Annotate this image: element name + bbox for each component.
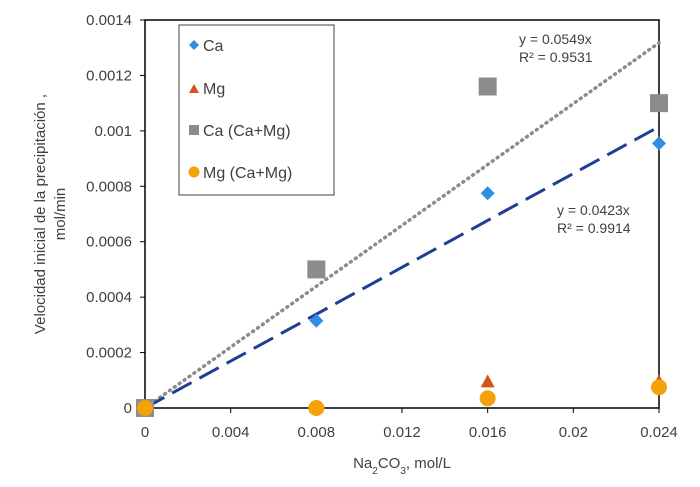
point-mg	[480, 374, 495, 388]
point-ca	[309, 313, 324, 328]
x-tick-label: 0.004	[212, 424, 250, 441]
x-tick-label: 0.012	[383, 424, 421, 441]
point-ca	[652, 136, 666, 151]
legend-marker-mg	[189, 84, 199, 93]
y-tick-label: 0.0002	[86, 345, 132, 362]
x-tick-label: 0	[141, 424, 149, 441]
y-axis: 0 0.0002 0.0004 0.0006 0.0008 0.001 0.0012 0.00…	[86, 12, 145, 417]
y-tick-label: 0.0006	[86, 234, 132, 251]
x-tick-label: 0.008	[298, 424, 336, 441]
trend-ca-line	[144, 125, 660, 410]
x-tick-label: 0.016	[469, 424, 507, 441]
legend-label-mg-ca-mg: Mg (Ca+Mg)	[203, 165, 292, 182]
point-ca-ca-mg	[478, 77, 497, 96]
trend-ca-r2: R² = 0.9914	[557, 220, 631, 236]
x-axis: 0 0.004 0.008 0.012 0.016 0.02 0.024	[141, 408, 678, 441]
trend-ca-equation: y = 0.0423x	[557, 202, 630, 218]
y-axis-label-line2: mol/min	[52, 188, 69, 241]
y-tick-label: 0.0014	[86, 12, 132, 29]
x-axis-label: Na2CO3, mol/L	[353, 455, 451, 477]
point-mg-ca-mg	[651, 379, 667, 396]
legend-label-mg: Mg	[203, 81, 225, 98]
y-tick-label: 0	[124, 400, 132, 417]
point-mg-ca-mg	[308, 400, 325, 416]
y-axis-label-line1: Velocidad inicial de la precipitación ,	[32, 94, 49, 334]
legend-marker-ca	[189, 40, 199, 50]
point-ca-ca-mg	[307, 260, 326, 279]
legend-label-ca-ca-mg: Ca (Ca+Mg)	[203, 123, 291, 140]
trend-ca-ca-mg-equation: y = 0.0549x	[519, 31, 592, 47]
y-tick-label: 0.0012	[86, 67, 132, 84]
data-points	[136, 77, 668, 417]
y-tick-label: 0.001	[94, 123, 132, 140]
trendlines	[143, 41, 661, 410]
x-tick-label: 0.024	[640, 424, 678, 441]
trend-ca-ca-mg-r2: R² = 0.9531	[519, 49, 593, 65]
point-mg-ca-mg	[137, 400, 153, 416]
point-mg-ca-mg	[479, 390, 496, 407]
legend-label-ca: Ca	[203, 38, 224, 55]
point-ca	[480, 186, 495, 201]
point-ca-ca-mg	[650, 94, 668, 113]
y-tick-label: 0.0008	[86, 178, 132, 195]
legend-marker-ca-ca-mg	[189, 125, 199, 135]
y-tick-label: 0.0004	[86, 289, 132, 306]
legend: Ca Mg Ca (Ca+Mg) Mg (Ca+Mg)	[178, 24, 335, 196]
x-tick-label: 0.02	[559, 424, 588, 441]
legend-marker-mg-ca-mg	[188, 166, 200, 178]
